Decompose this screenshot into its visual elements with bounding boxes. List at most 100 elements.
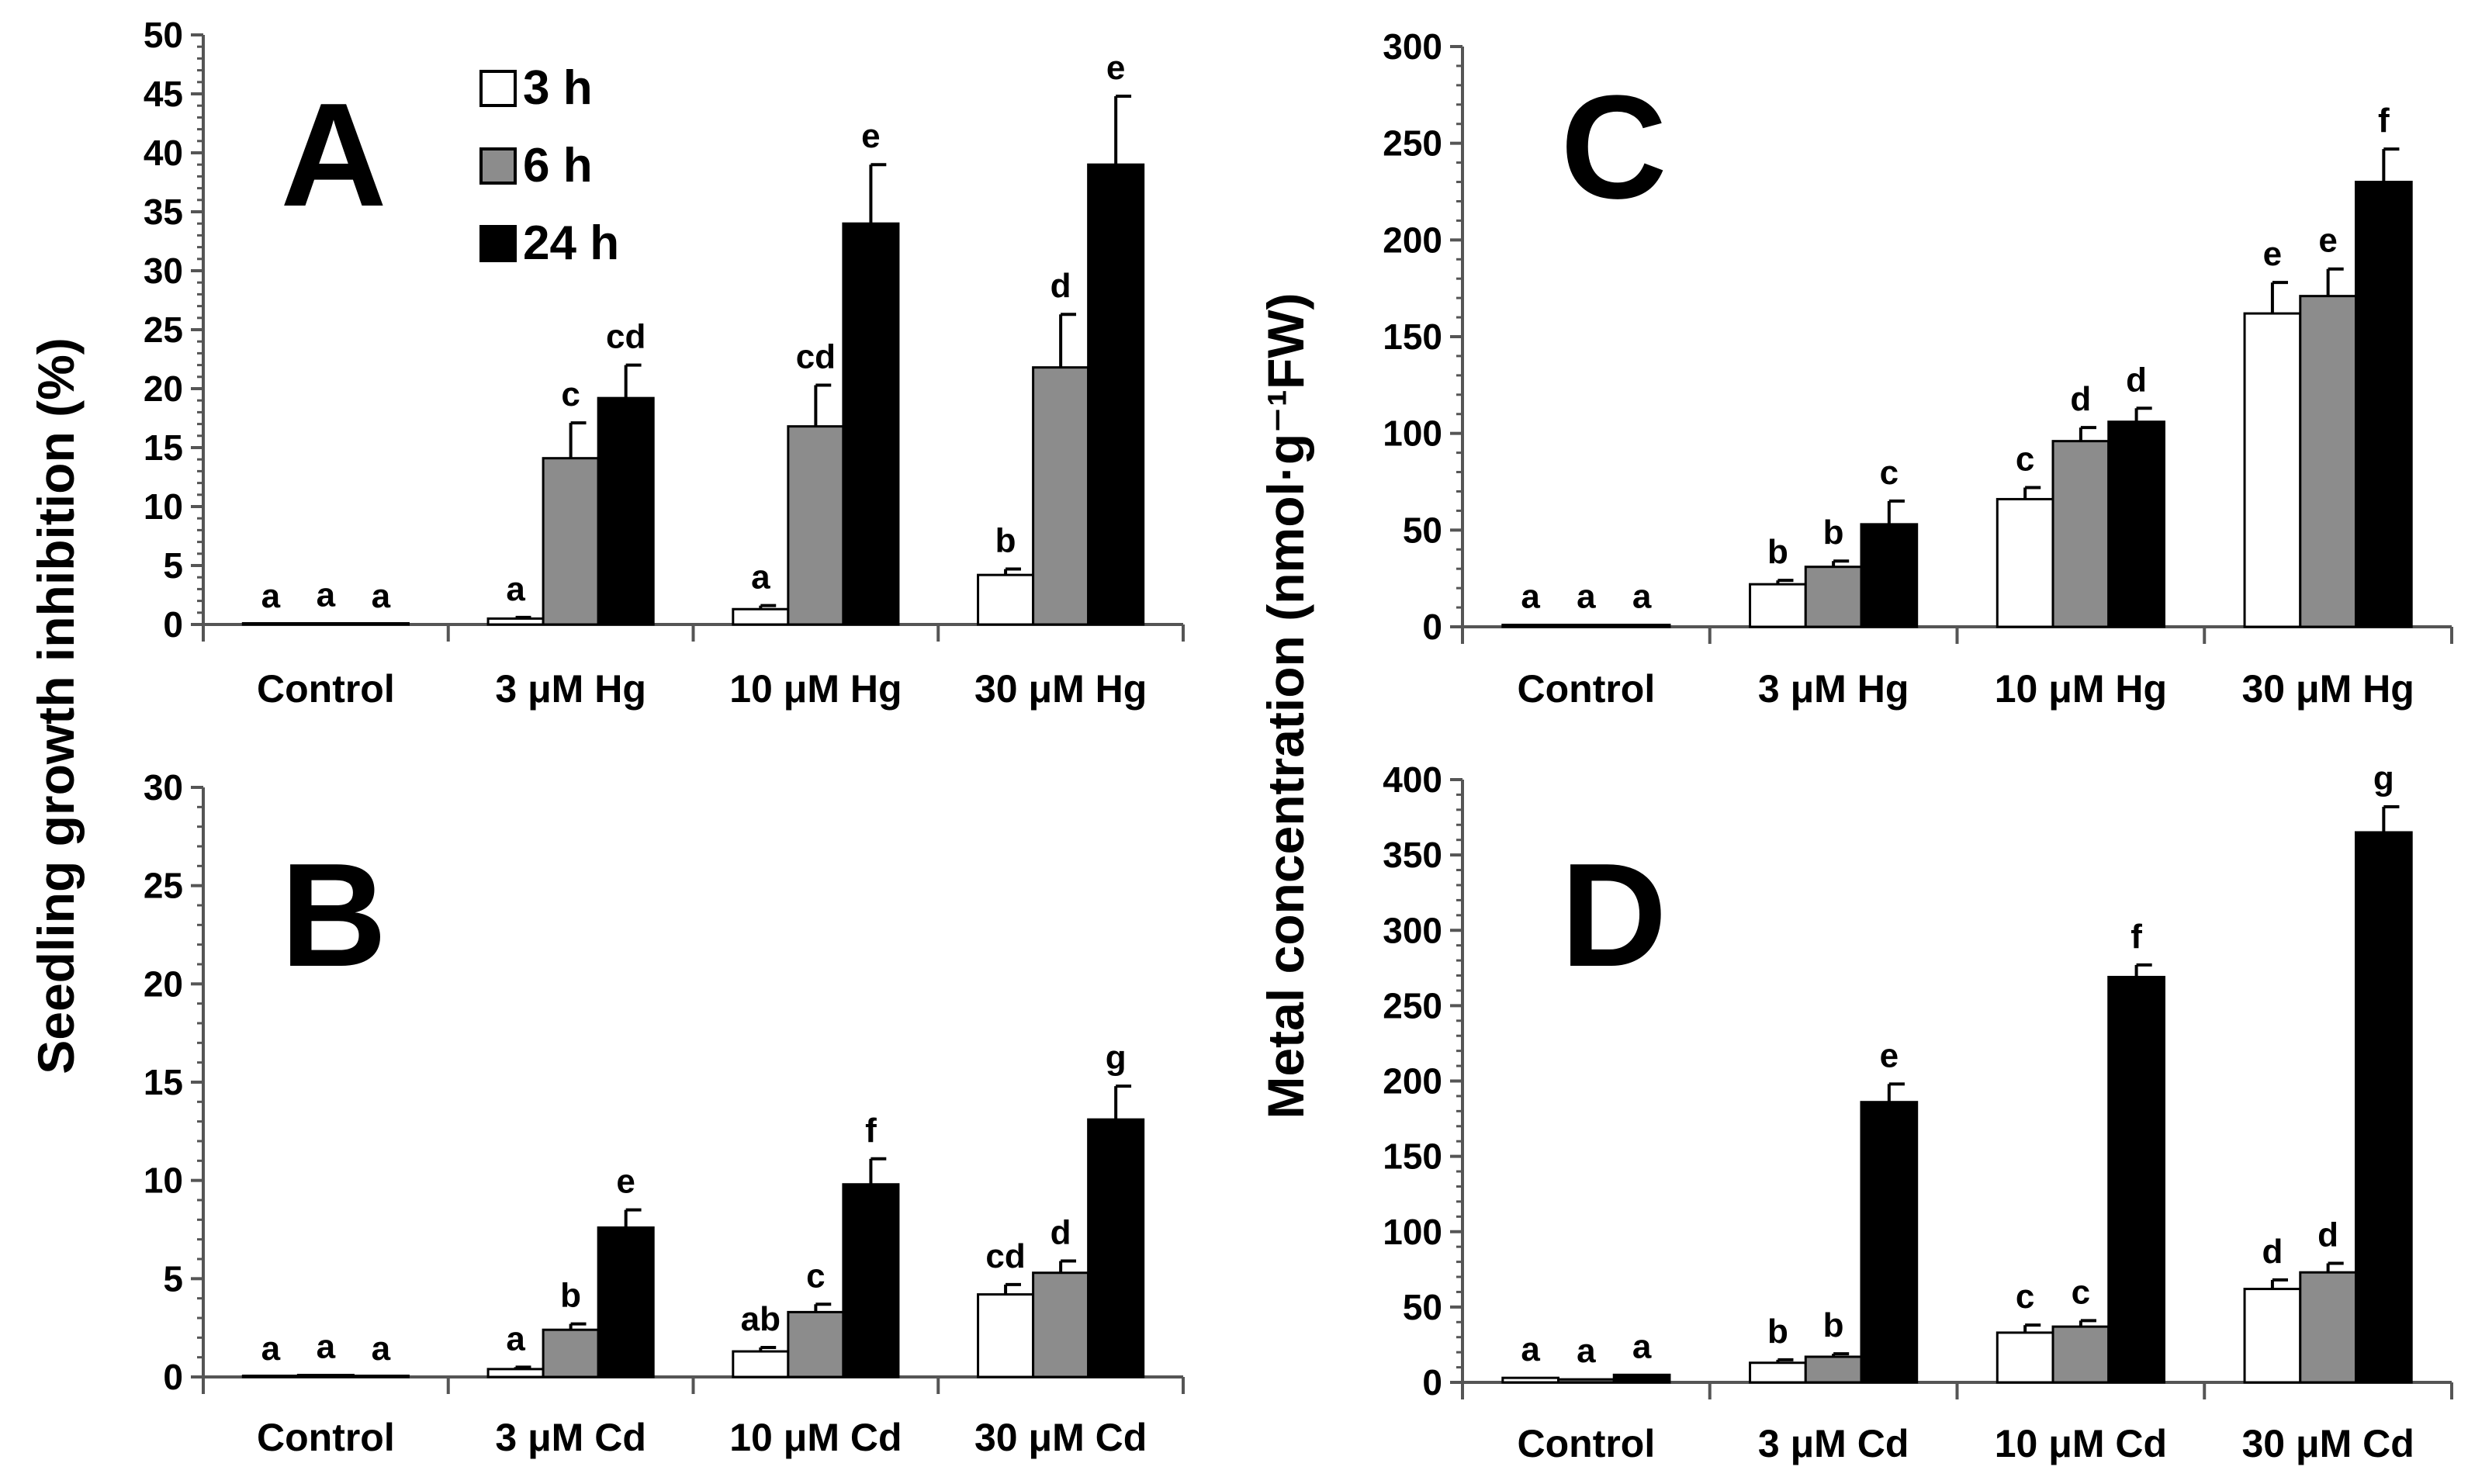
y-tick-label: 35: [144, 192, 183, 232]
bar: [1612, 1373, 1671, 1384]
y-tick-label: 45: [144, 74, 183, 114]
significance-letter: g: [2373, 759, 2394, 797]
bar: [1996, 497, 2054, 628]
y-tick-label: 400: [1383, 759, 1442, 800]
significance-letter: d: [2262, 1233, 2283, 1271]
bar: [1860, 523, 1919, 628]
category-label: 10 μM Hg: [1995, 667, 2167, 711]
bar: [1032, 1271, 1090, 1378]
category-label: 3 μM Cd: [495, 1416, 646, 1459]
significance-letter: f: [865, 1112, 877, 1150]
bar: [542, 1328, 600, 1378]
significance-letter: a: [1632, 1327, 1652, 1365]
significance-letter: a: [506, 570, 525, 608]
significance-letter: e: [861, 117, 880, 155]
significance-letter: c: [2016, 440, 2034, 478]
bar: [2107, 420, 2165, 628]
y-tick-label: 30: [144, 251, 183, 291]
y-tick-label: 100: [1383, 1212, 1442, 1252]
legend-swatch: [479, 225, 517, 262]
category-label: 30 μM Cd: [974, 1416, 1147, 1459]
y-tick-label: 25: [144, 310, 183, 350]
y-tick-label: 250: [1383, 985, 1442, 1026]
significance-letter: a: [1577, 1332, 1596, 1370]
y-tick-label: 50: [1403, 510, 1442, 550]
y-tick-label: 0: [1422, 607, 1442, 647]
bar: [1557, 624, 1615, 628]
significance-letter: a: [317, 1327, 336, 1365]
significance-letter: a: [317, 576, 336, 614]
legend-label: 3 h: [523, 61, 593, 115]
bar: [787, 1310, 845, 1378]
bar: [1501, 1376, 1560, 1384]
bar: [1996, 1331, 2054, 1384]
y-tick-label: 350: [1383, 835, 1442, 875]
significance-letter: f: [2131, 918, 2142, 956]
bar: [2299, 1271, 2357, 1384]
bar: [977, 1293, 1035, 1378]
significance-letter: d: [1051, 267, 1071, 305]
bar: [1804, 1355, 1863, 1384]
category-label: Control: [1518, 667, 1656, 711]
significance-letter: cd: [796, 337, 836, 375]
y-tick-label: 20: [144, 963, 183, 1004]
significance-letter: b: [1767, 1313, 1788, 1351]
significance-letter: e: [1106, 49, 1125, 87]
significance-letter: e: [1880, 1036, 1899, 1074]
significance-letter: b: [1823, 514, 1844, 552]
significance-letter: c: [806, 1257, 825, 1295]
y-tick-label: 10: [144, 1161, 183, 1201]
bar: [542, 457, 600, 626]
significance-letter: a: [1521, 578, 1540, 616]
significance-letter: d: [2317, 1216, 2338, 1254]
y-tick-label: 5: [163, 545, 183, 586]
bar: [351, 622, 410, 626]
panel-label: A: [280, 73, 386, 237]
category-label: 10 μM Cd: [1995, 1422, 2167, 1465]
significance-letter: g: [1106, 1039, 1127, 1077]
bar: [241, 1375, 299, 1378]
panel-d: 0 50 100 150 200 250 300 350 400 Control 3 μM Cd 10…: [1383, 759, 2453, 1465]
right-ylabel: Metal concentration (nmol·g⁻¹FW): [1257, 292, 1314, 1119]
significance-letter: cd: [985, 1237, 1025, 1275]
y-tick-label: 15: [144, 427, 183, 468]
y-tick-label: 0: [1422, 1362, 1442, 1403]
bar: [241, 622, 299, 626]
significance-letter: ab: [741, 1300, 781, 1338]
category-label: 3 μM Hg: [495, 667, 646, 711]
y-tick-label: 300: [1383, 910, 1442, 950]
significance-letter: a: [261, 577, 281, 615]
category-label: Control: [257, 1416, 395, 1459]
y-tick-label: 30: [144, 767, 183, 808]
category-label: 30 μM Hg: [2241, 667, 2414, 711]
legend-label: 6 h: [523, 139, 593, 192]
significance-letter: d: [2126, 361, 2147, 399]
bar: [1804, 566, 1863, 628]
panel-label: D: [1560, 833, 1667, 998]
y-tick-label: 10: [144, 486, 183, 527]
y-tick-label: 0: [163, 604, 183, 645]
bar: [2354, 831, 2413, 1384]
category-label: 10 μM Cd: [729, 1416, 902, 1459]
bar: [732, 607, 790, 626]
bar: [597, 1226, 655, 1378]
bar: [1087, 1118, 1145, 1378]
bar: [1087, 163, 1145, 626]
significance-letter: e: [2318, 222, 2337, 260]
category-label: 30 μM Cd: [2241, 1422, 2414, 1465]
bar: [296, 1373, 355, 1378]
significance-letter: a: [372, 1330, 391, 1368]
category-label: Control: [1518, 1422, 1656, 1465]
bar: [2299, 295, 2357, 628]
bar: [351, 1375, 410, 1378]
legend-label: 24 h: [523, 216, 619, 270]
bar: [2051, 1325, 2110, 1384]
significance-letter: c: [2072, 1273, 2090, 1311]
y-tick-label: 0: [163, 1357, 183, 1397]
y-tick-label: 200: [1383, 1061, 1442, 1102]
bar: [1501, 624, 1560, 628]
significance-letter: e: [616, 1163, 635, 1201]
y-tick-label: 250: [1383, 123, 1442, 164]
category-label: 3 μM Cd: [1758, 1422, 1909, 1465]
